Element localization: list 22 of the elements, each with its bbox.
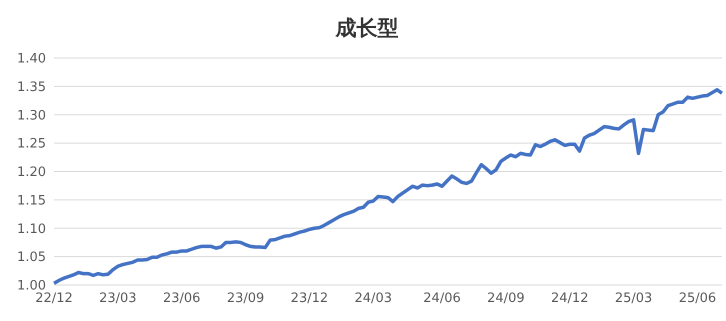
y-tick-label: 1.35 bbox=[17, 80, 46, 95]
x-tick-label: 24/03 bbox=[354, 291, 392, 306]
y-tick-label: 1.15 bbox=[17, 193, 46, 208]
y-tick-label: 1.05 bbox=[17, 250, 46, 266]
x-tick-label: 23/12 bbox=[290, 291, 328, 306]
x-tick-label: 23/06 bbox=[162, 291, 200, 306]
y-tick-label: 1.25 bbox=[17, 136, 46, 152]
x-tick-label: 24/12 bbox=[551, 291, 588, 306]
x-tick-label: 25/03 bbox=[614, 291, 652, 306]
line-series bbox=[52, 88, 724, 285]
x-tick-label: 24/06 bbox=[423, 291, 461, 306]
y-tick-label: 1.00 bbox=[17, 278, 46, 294]
x-tick-label: 23/09 bbox=[226, 291, 264, 306]
x-tick-label: 22/12 bbox=[35, 291, 73, 306]
y-tick-label: 1.40 bbox=[17, 52, 46, 67]
x-tick-label: 24/09 bbox=[487, 291, 525, 306]
chart-title: 成长型 bbox=[334, 15, 400, 42]
y-tick-label: 1.10 bbox=[17, 222, 46, 237]
y-tick-label: 1.30 bbox=[17, 108, 46, 124]
y-tick-label: 1.20 bbox=[17, 165, 46, 180]
x-tick-label: 25/06 bbox=[678, 291, 716, 306]
x-tick-label: 23/03 bbox=[99, 291, 137, 306]
